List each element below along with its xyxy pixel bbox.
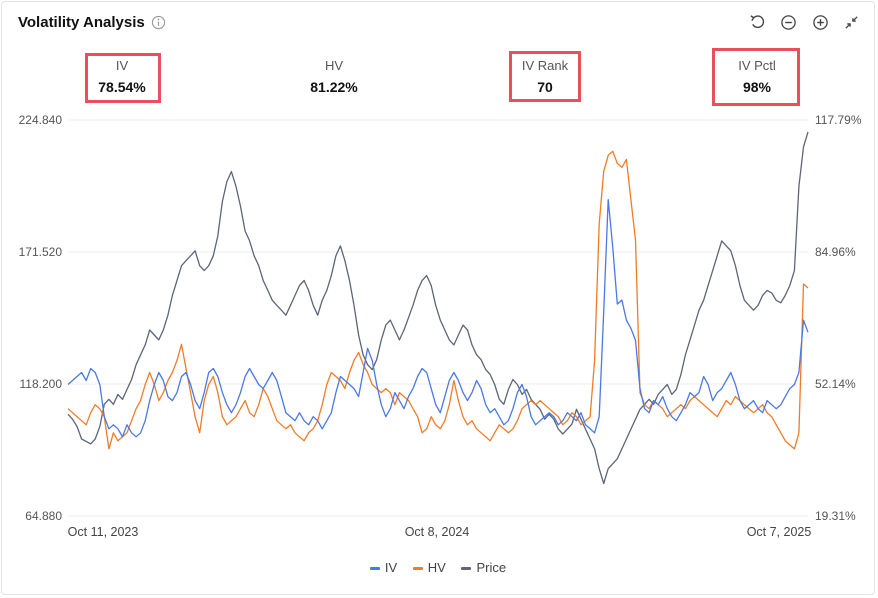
stat-iv-label: IV xyxy=(115,58,129,73)
legend: IV HV Price xyxy=(0,560,876,575)
series-line-iv xyxy=(67,198,809,438)
stat-iv: IV 78.54% xyxy=(62,50,182,95)
x-axis-tick-label: Oct 8, 2024 xyxy=(405,525,470,539)
x-axis-tick-label: Oct 7, 2025 xyxy=(747,525,812,539)
info-icon[interactable] xyxy=(151,15,166,30)
left-axis-tick-label: 224.840 xyxy=(19,113,63,127)
left-axis-tick-label: 118.200 xyxy=(20,377,63,391)
legend-label-hv: HV xyxy=(427,560,446,575)
legend-swatch-hv xyxy=(412,567,423,571)
right-axis-tick-label: 19.31% xyxy=(815,509,856,523)
x-axis-tick-label: Oct 11, 2023 xyxy=(68,525,139,539)
right-axis-tick-label: 117.79% xyxy=(815,113,862,127)
right-axis-tick-label: 52.14% xyxy=(815,377,856,391)
series-line-hv xyxy=(67,150,809,450)
undo-icon[interactable] xyxy=(749,14,766,31)
legend-label-iv: IV xyxy=(384,560,398,575)
legend-item-hv[interactable]: HV xyxy=(412,560,446,575)
stat-iv-pctl-value: 98% xyxy=(742,79,772,95)
stat-hv-label: HV xyxy=(324,58,344,73)
left-axis-tick-label: 171.520 xyxy=(19,245,63,259)
stat-iv-rank-label: IV Rank xyxy=(521,58,569,73)
legend-swatch-price xyxy=(461,567,472,571)
legend-item-iv[interactable]: IV xyxy=(369,560,398,575)
legend-swatch-iv xyxy=(369,567,380,571)
highlight-iv-pctl xyxy=(712,48,800,106)
stat-iv-rank: IV Rank 70 xyxy=(485,50,605,95)
right-axis-tick-label: 84.96% xyxy=(815,245,856,259)
card-title: Volatility Analysis xyxy=(18,14,145,31)
highlight-iv xyxy=(85,53,161,103)
highlight-iv-rank xyxy=(509,51,581,102)
series-line-price xyxy=(67,131,809,485)
stat-hv-value: 81.22% xyxy=(310,79,358,95)
stat-iv-value: 78.54% xyxy=(98,79,146,95)
collapse-icon[interactable] xyxy=(843,14,860,31)
legend-item-price[interactable]: Price xyxy=(461,560,506,575)
stat-iv-rank-value: 70 xyxy=(537,79,553,95)
stat-iv-pctl-label: IV Pctl xyxy=(738,58,776,73)
left-axis-tick-label: 64.880 xyxy=(25,509,62,523)
legend-label-price: Price xyxy=(476,560,507,575)
zoom-in-icon[interactable] xyxy=(812,14,829,31)
stat-iv-pctl: IV Pctl 98% xyxy=(697,50,817,95)
stat-hv: HV 81.22% xyxy=(274,50,394,95)
zoom-out-icon[interactable] xyxy=(780,14,797,31)
